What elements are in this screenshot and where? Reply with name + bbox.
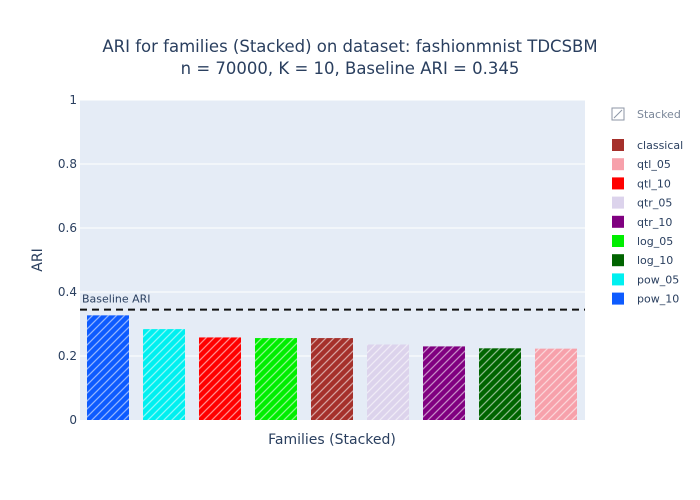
bar-hatch xyxy=(535,348,577,420)
y-tick-label: 0.4 xyxy=(58,285,77,299)
legend-item-qtr_05[interactable]: qtr_05 xyxy=(612,196,672,210)
bar-qtr_05[interactable] xyxy=(367,344,409,420)
legend-group-title: Stacked xyxy=(637,108,681,121)
legend-group-icon-hatch xyxy=(613,109,623,119)
chart-title-line2: n = 70000, K = 10, Baseline ARI = 0.345 xyxy=(181,59,520,78)
legend-item-log_10[interactable]: log_10 xyxy=(612,254,673,267)
legend-item-qtl_05[interactable]: qtl_05 xyxy=(612,158,671,171)
legend-label: log_05 xyxy=(637,235,673,248)
bar-log_10[interactable] xyxy=(479,348,521,420)
bar-hatch xyxy=(423,346,465,420)
legend-label: pow_10 xyxy=(637,293,679,306)
legend-label: classical xyxy=(637,139,683,152)
legend-item-pow_10[interactable]: pow_10 xyxy=(612,292,679,306)
baseline-label: Baseline ARI xyxy=(82,293,151,306)
legend-item-log_05[interactable]: log_05 xyxy=(612,235,673,248)
x-axis-title: Families (Stacked) xyxy=(268,432,396,448)
legend-item-classical[interactable]: classical xyxy=(612,139,683,152)
y-axis-ticks: 0 0.2 0.4 0.6 0.8 1 xyxy=(58,93,77,427)
y-tick-label: 1 xyxy=(69,93,77,107)
legend-swatch xyxy=(612,215,624,228)
bar-hatch xyxy=(255,338,297,420)
legend-label: qtr_05 xyxy=(637,197,672,210)
y-tick-label: 0 xyxy=(69,413,77,427)
bar-hatch xyxy=(367,344,409,420)
y-tick-label: 0.2 xyxy=(58,349,77,363)
legend-label: log_10 xyxy=(637,254,673,267)
baseline: Baseline ARI xyxy=(80,293,585,311)
legend-label: qtl_05 xyxy=(637,158,671,171)
legend-swatch xyxy=(612,196,624,209)
legend-group-icon xyxy=(611,107,625,121)
bar-qtr_10[interactable] xyxy=(423,346,465,420)
legend-label: pow_05 xyxy=(637,273,679,286)
legend-label: qtl_10 xyxy=(637,177,671,190)
bar-pow_10[interactable] xyxy=(87,315,129,420)
bars xyxy=(87,315,577,420)
bar-log_05[interactable] xyxy=(255,338,297,420)
bar-hatch xyxy=(143,329,185,420)
bar-hatch xyxy=(311,338,353,420)
legend-label: qtr_10 xyxy=(637,216,672,229)
legend-swatch xyxy=(612,292,624,305)
y-axis-title: ARI xyxy=(30,248,46,271)
legend-item-pow_05[interactable]: pow_05 xyxy=(612,273,679,286)
legend-swatch xyxy=(612,177,624,190)
legend-swatch xyxy=(612,273,624,286)
legend-swatch xyxy=(612,235,624,247)
legend-swatch xyxy=(612,139,624,151)
bar-hatch xyxy=(199,337,241,420)
chart-title-line1: ARI for families (Stacked) on dataset: f… xyxy=(102,37,597,56)
legend-swatch xyxy=(612,254,624,267)
bar-hatch xyxy=(479,348,521,420)
bar-pow_05[interactable] xyxy=(143,329,185,420)
bar-classical[interactable] xyxy=(311,338,353,420)
bar-hatch xyxy=(87,315,129,420)
y-tick-label: 0.8 xyxy=(58,157,77,171)
legend-item-qtr_10[interactable]: qtr_10 xyxy=(612,215,672,229)
legend[interactable]: Stacked classical qtl_05 qtl_10 qtr_05 qtr_1… xyxy=(611,107,683,306)
bar-qtl_05[interactable] xyxy=(535,348,577,420)
y-tick-label: 0.6 xyxy=(58,221,77,235)
legend-item-qtl_10[interactable]: qtl_10 xyxy=(612,177,671,190)
bar-qtl_10[interactable] xyxy=(199,337,241,420)
legend-swatch xyxy=(612,158,624,171)
